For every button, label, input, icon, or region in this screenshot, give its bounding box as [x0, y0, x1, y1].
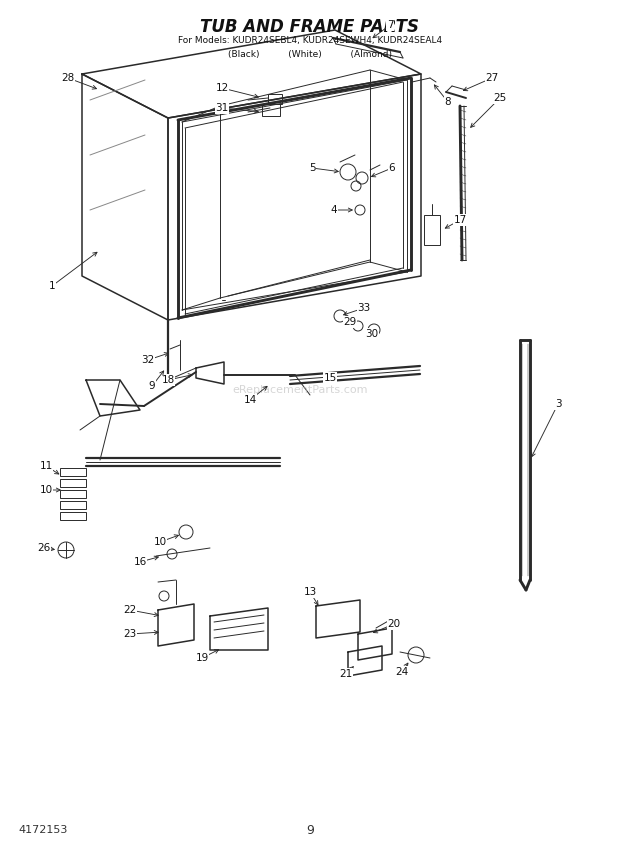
Text: 14: 14 [244, 395, 257, 405]
Text: TUB AND FRAME PARTS: TUB AND FRAME PARTS [200, 18, 420, 36]
Text: 7: 7 [387, 20, 393, 30]
Bar [60, 501, 86, 509]
Text: 10: 10 [153, 537, 167, 547]
Text: 3: 3 [555, 399, 561, 409]
Text: 11: 11 [40, 461, 53, 471]
Text: For Models: KUDR24SEBL4, KUDR24SEWH4, KUDR24SEAL4: For Models: KUDR24SEBL4, KUDR24SEWH4, KU… [178, 36, 442, 45]
Bar [60, 479, 86, 487]
Text: 25: 25 [494, 93, 507, 103]
Bar [60, 512, 86, 520]
Text: 23: 23 [123, 629, 136, 639]
Text: 13: 13 [303, 587, 317, 597]
Text: 5: 5 [309, 163, 316, 173]
Text: 28: 28 [61, 73, 74, 83]
Bar [60, 468, 86, 476]
Text: 26: 26 [37, 543, 51, 553]
Text: 16: 16 [133, 557, 146, 567]
Text: 24: 24 [396, 667, 409, 677]
Text: 9: 9 [306, 823, 314, 836]
Text: 4172153: 4172153 [18, 825, 68, 835]
Text: 8: 8 [445, 97, 451, 107]
Text: 15: 15 [324, 373, 337, 383]
Text: (Black)          (White)          (Almond): (Black) (White) (Almond) [228, 50, 392, 59]
Text: 31: 31 [215, 103, 229, 113]
Text: 1: 1 [49, 281, 55, 291]
Text: 17: 17 [453, 215, 467, 225]
Text: 6: 6 [389, 163, 396, 173]
Text: 21: 21 [339, 669, 353, 679]
Text: 12: 12 [215, 83, 229, 93]
Text: eReplacementParts.com: eReplacementParts.com [232, 385, 368, 395]
Bar [60, 490, 86, 498]
Text: 30: 30 [365, 329, 379, 339]
Text: 29: 29 [343, 317, 356, 327]
Text: 10: 10 [40, 485, 53, 495]
Text: 33: 33 [357, 303, 371, 313]
Text: 20: 20 [388, 619, 401, 629]
Text: 27: 27 [485, 73, 498, 83]
Text: 4: 4 [330, 205, 337, 215]
Text: 22: 22 [123, 605, 136, 615]
Text: 9: 9 [149, 381, 156, 391]
Text: 19: 19 [195, 653, 208, 663]
Bar [268, 94, 282, 104]
Text: 18: 18 [161, 375, 175, 385]
Text: 32: 32 [141, 355, 154, 365]
